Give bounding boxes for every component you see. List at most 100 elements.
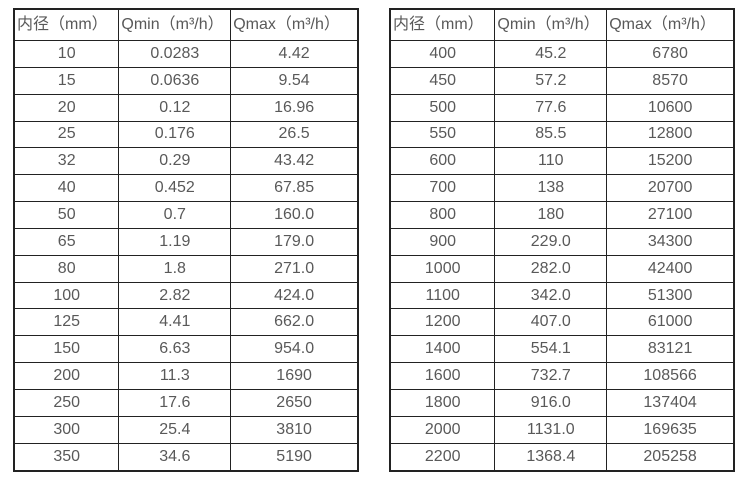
table-cell: 45.2: [494, 40, 608, 68]
table-cell: 229.0: [494, 227, 608, 256]
table-cell: 40: [13, 174, 120, 203]
table-row: 150 6.63 954.0: [13, 335, 359, 364]
table-row: 500 77.6 10600: [389, 93, 735, 122]
table-cell: 205258: [606, 442, 735, 472]
table-cell: 1.8: [118, 254, 232, 283]
table-cell: 51300: [606, 281, 735, 310]
table-row: 1000 282.0 42400: [389, 254, 735, 283]
column-header-qmax: Qmax（m³/h）: [230, 8, 359, 41]
table-cell: 2.82: [118, 281, 232, 310]
table-cell: 6780: [606, 40, 735, 68]
table-cell: 554.1: [494, 335, 608, 364]
table-cell: 700: [389, 174, 496, 203]
table-cell: 85.5: [494, 120, 608, 149]
table-cell: 1100: [389, 281, 496, 310]
table-row: 2200 1368.4 205258: [389, 442, 735, 472]
table-row: 20 0.12 16.96: [13, 93, 359, 122]
table-cell: 0.29: [118, 147, 232, 176]
table-cell: 17.6: [118, 388, 232, 417]
table-cell: 0.0636: [118, 66, 232, 95]
table-cell: 80: [13, 254, 120, 283]
table-row: 600 110 15200: [389, 147, 735, 176]
table-cell: 0.12: [118, 93, 232, 122]
table-cell: 169635: [606, 415, 735, 444]
table-row: 1100 342.0 51300: [389, 281, 735, 310]
table-cell: 42400: [606, 254, 735, 283]
table-cell: 108566: [606, 362, 735, 390]
table-row: 80 1.8 271.0: [13, 254, 359, 283]
table-cell: 2000: [389, 415, 496, 444]
table-row: 10 0.0283 4.42: [13, 40, 359, 68]
table-cell: 424.0: [230, 281, 359, 310]
table-row: 200 11.3 1690: [13, 362, 359, 390]
table-row: 250 17.6 2650: [13, 388, 359, 417]
table-cell: 34.6: [118, 442, 232, 472]
table-cell: 61000: [606, 308, 735, 337]
table-cell: 137404: [606, 388, 735, 417]
table-cell: 550: [389, 120, 496, 149]
table-header-row: 内径（mm） Qmin（m³/h） Qmax（m³/h）: [13, 8, 359, 41]
table-cell: 4.41: [118, 308, 232, 337]
table-cell: 407.0: [494, 308, 608, 337]
table-cell: 8570: [606, 66, 735, 95]
table-cell: 12800: [606, 120, 735, 149]
column-header-diameter: 内径（mm）: [389, 8, 496, 41]
flow-range-table-small-diameters: 内径（mm） Qmin（m³/h） Qmax（m³/h） 10 0.0283 4.4…: [13, 8, 359, 472]
table-cell: 20700: [606, 174, 735, 203]
table-row: 1400 554.1 83121: [389, 335, 735, 364]
table-cell: 350: [13, 442, 120, 472]
table-row: 300 25.4 3810: [13, 415, 359, 444]
column-header-qmin: Qmin（m³/h）: [494, 8, 608, 41]
table-row: 100 2.82 424.0: [13, 281, 359, 310]
table-row: 50 0.7 160.0: [13, 201, 359, 229]
table-row: 32 0.29 43.42: [13, 147, 359, 176]
table-cell: 15200: [606, 147, 735, 176]
table-cell: 138: [494, 174, 608, 203]
table-cell: 15: [13, 66, 120, 95]
column-header-diameter: 内径（mm）: [13, 8, 120, 41]
table-row: 1800 916.0 137404: [389, 388, 735, 417]
table-cell: 342.0: [494, 281, 608, 310]
table-cell: 1800: [389, 388, 496, 417]
table-cell: 0.176: [118, 120, 232, 149]
table-cell: 732.7: [494, 362, 608, 390]
table-cell: 282.0: [494, 254, 608, 283]
table-cell: 16.96: [230, 93, 359, 122]
table-cell: 1690: [230, 362, 359, 390]
table-cell: 1.19: [118, 227, 232, 256]
table-cell: 300: [13, 415, 120, 444]
table-cell: 160.0: [230, 201, 359, 229]
table-cell: 34300: [606, 227, 735, 256]
table-cell: 0.452: [118, 174, 232, 203]
table-cell: 0.0283: [118, 40, 232, 68]
table-row: 25 0.176 26.5: [13, 120, 359, 149]
table-cell: 271.0: [230, 254, 359, 283]
column-header-qmin: Qmin（m³/h）: [118, 8, 232, 41]
table-cell: 25: [13, 120, 120, 149]
table-cell: 800: [389, 201, 496, 229]
table-cell: 1600: [389, 362, 496, 390]
table-row: 1200 407.0 61000: [389, 308, 735, 337]
table-cell: 3810: [230, 415, 359, 444]
table-cell: 32: [13, 147, 120, 176]
table-cell: 10600: [606, 93, 735, 122]
table-cell: 954.0: [230, 335, 359, 364]
table-cell: 1368.4: [494, 442, 608, 472]
table-row: 15 0.0636 9.54: [13, 66, 359, 95]
table-cell: 179.0: [230, 227, 359, 256]
table-cell: 50: [13, 201, 120, 229]
table-cell: 20: [13, 93, 120, 122]
table-row: 1600 732.7 108566: [389, 362, 735, 390]
table-body: 10 0.0283 4.42 15 0.0636 9.54 20 0.12 16.96 25 0.1…: [13, 40, 359, 472]
table-cell: 450: [389, 66, 496, 95]
table-header-row: 内径（mm） Qmin（m³/h） Qmax（m³/h）: [389, 8, 735, 41]
table-cell: 600: [389, 147, 496, 176]
table-cell: 67.85: [230, 174, 359, 203]
table-row: 700 138 20700: [389, 174, 735, 203]
table-cell: 83121: [606, 335, 735, 364]
table-row: 350 34.6 5190: [13, 442, 359, 472]
table-cell: 77.6: [494, 93, 608, 122]
table-cell: 27100: [606, 201, 735, 229]
flow-range-table-large-diameters: 内径（mm） Qmin（m³/h） Qmax（m³/h） 400 45.2 6780…: [389, 8, 735, 472]
